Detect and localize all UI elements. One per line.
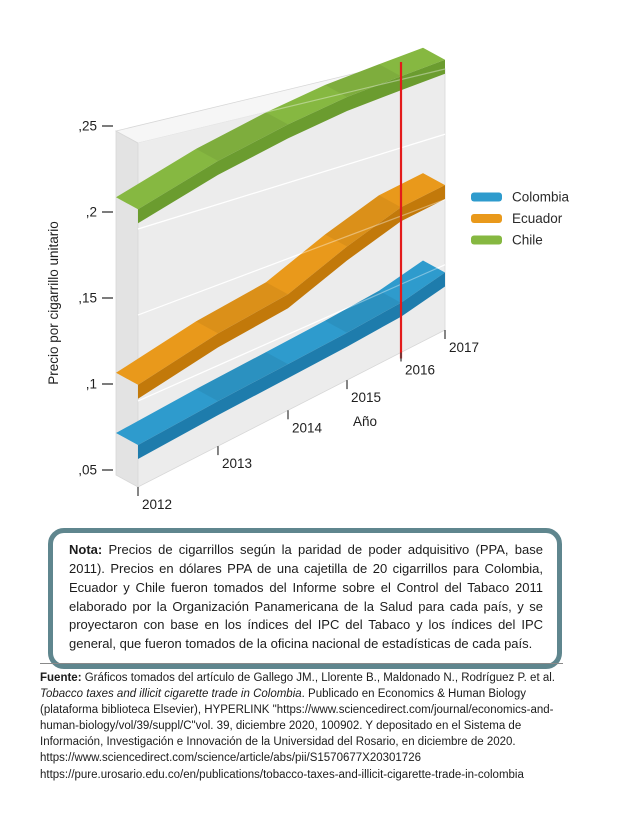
ribbon-colombia <box>116 260 445 459</box>
ribbon-facet-shade <box>196 282 288 334</box>
x-tick-label: 2017 <box>449 340 479 355</box>
x-tick-label: 2013 <box>222 456 252 471</box>
x-axis-title: Año <box>353 414 377 429</box>
gridline-overlay <box>137 68 446 144</box>
source-block: Fuente: Gráficos tomados del artículo de… <box>40 663 568 783</box>
ribbon-top-face <box>116 47 445 210</box>
legend-swatch <box>471 192 502 202</box>
legend-label: Colombia <box>512 190 570 205</box>
ribbon-front-face <box>138 59 445 224</box>
note-box: Nota: Precios de cigarrillos según la pa… <box>48 528 562 670</box>
x-tick-label: 2014 <box>292 420 323 435</box>
y-tick-label: ,1 <box>86 377 97 392</box>
ribbon-ecuador <box>116 173 445 399</box>
legend-label: Ecuador <box>512 211 563 226</box>
x-axis: 2012 2013 2014 2015 2016 2017 Año <box>137 330 479 512</box>
ribbon-facet-shade <box>196 112 288 161</box>
ribbon-top-face <box>116 173 445 385</box>
source-text: Fuente: Gráficos tomados del artículo de… <box>40 672 555 781</box>
ribbon-chile <box>116 47 445 224</box>
note-text: Nota: Precios de cigarrillos según la pa… <box>69 542 543 652</box>
ribbon-facet-shade <box>325 64 401 97</box>
gridline-overlay <box>137 198 446 316</box>
gridline-overlay <box>137 264 446 402</box>
ribbon-front-face <box>138 272 445 459</box>
article-title: Tobacco taxes and illicit cigarette trad… <box>40 688 302 701</box>
y-axis-title: Precio por cigarrillo unitario <box>46 221 61 385</box>
ribbon-facet-shade <box>196 352 288 402</box>
y-tick-label: ,15 <box>78 291 97 306</box>
legend-item-chile: Chile <box>471 233 543 248</box>
y-tick-label: ,25 <box>78 119 97 134</box>
legend-label: Chile <box>512 233 543 248</box>
gridline-overlay <box>137 133 446 230</box>
x-tick-label: 2015 <box>351 390 381 405</box>
note-label: Nota: <box>69 542 103 557</box>
legend-swatch <box>471 214 502 223</box>
source-divider <box>40 663 563 664</box>
y-tick-label: ,05 <box>78 463 97 478</box>
ribbon-top-face <box>116 260 445 445</box>
price-ribbon-chart: 2012 2013 2014 2015 2016 2017 Año ,05 ,1 ,15 ,2 ,25… <box>46 47 570 512</box>
legend: Colombia Ecuador Chile <box>471 190 570 248</box>
source-label: Fuente: <box>40 672 82 684</box>
legend-item-colombia: Colombia <box>471 190 570 205</box>
x-tick-label: 2012 <box>142 497 172 512</box>
legend-item-ecuador: Ecuador <box>471 211 563 226</box>
gridline <box>137 133 446 230</box>
ribbon-facet-shade <box>325 195 401 247</box>
repository-url: https://pure.urosario.edu.co/en/publicat… <box>40 768 524 781</box>
legend-swatch <box>471 235 502 245</box>
ribbon-front-face <box>138 185 445 399</box>
ribbon-facet-shade <box>325 290 401 333</box>
x-tick-label: 2016 <box>405 362 435 377</box>
y-tick-label: ,2 <box>86 205 97 220</box>
y-axis: ,05 ,1 ,15 ,2 ,25 Precio por cigarrillo unita… <box>46 119 113 478</box>
